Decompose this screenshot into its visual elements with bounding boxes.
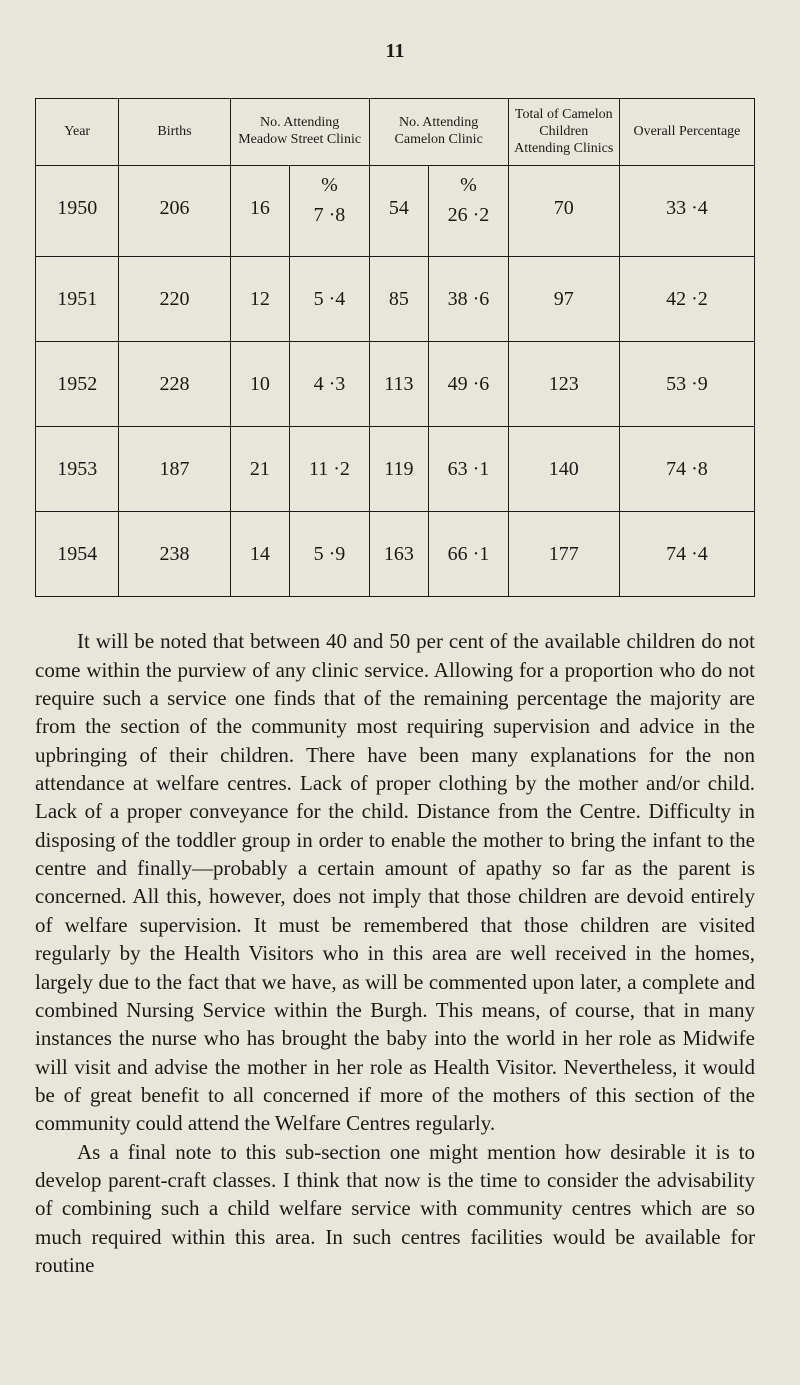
cell-meadow-n: 16 xyxy=(230,166,290,257)
cell-meadow-p: 11 ·2 xyxy=(290,427,369,512)
paragraph: As a final note to this sub-section one … xyxy=(35,1138,755,1280)
cell-camelon-p: 49 ·6 xyxy=(429,342,508,427)
cell-year: 1952 xyxy=(36,342,119,427)
cell-camelon-p: 38 ·6 xyxy=(429,257,508,342)
cell-meadow-p: 4 ·3 xyxy=(290,342,369,427)
cell-camelon-n: 85 xyxy=(369,257,429,342)
document-page: 11 Year Births No. Attending Meadow Stre… xyxy=(0,0,800,1385)
cell-meadow-n: 21 xyxy=(230,427,290,512)
col-header-total: Total of Camelon Children Attending Clin… xyxy=(508,99,619,166)
cell-total: 140 xyxy=(508,427,619,512)
table-row: 1953 187 21 11 ·2 119 63 ·1 140 74 ·8 xyxy=(36,427,755,512)
cell-meadow-n: 12 xyxy=(230,257,290,342)
cell-year: 1954 xyxy=(36,512,119,597)
cell-total: 70 xyxy=(508,166,619,257)
cell-camelon-n: 54 xyxy=(369,166,429,257)
table-row: 1952 228 10 4 ·3 113 49 ·6 123 53 ·9 xyxy=(36,342,755,427)
page-number: 11 xyxy=(35,40,755,63)
cell-camelon-n: 113 xyxy=(369,342,429,427)
cell-total: 97 xyxy=(508,257,619,342)
col-header-overall: Overall Percentage xyxy=(619,99,754,166)
cell-births: 220 xyxy=(119,257,230,342)
cell-meadow-p: 5 ·4 xyxy=(290,257,369,342)
cell-camelon-n: 163 xyxy=(369,512,429,597)
col-header-year: Year xyxy=(36,99,119,166)
clinic-attendance-table: Year Births No. Attending Meadow Street … xyxy=(35,98,755,597)
cell-births: 228 xyxy=(119,342,230,427)
cell-year: 1951 xyxy=(36,257,119,342)
cell-camelon-p: 63 ·1 xyxy=(429,427,508,512)
cell-total: 123 xyxy=(508,342,619,427)
col-header-camelon: No. Attending Camelon Clinic xyxy=(369,99,508,166)
cell-value: 26 ·2 xyxy=(448,204,490,227)
table-row: 1951 220 12 5 ·4 85 38 ·6 97 42 ·2 xyxy=(36,257,755,342)
cell-overall: 33 ·4 xyxy=(619,166,754,257)
percent-symbol: % xyxy=(290,174,368,197)
table-row: 1954 238 14 5 ·9 163 66 ·1 177 74 ·4 xyxy=(36,512,755,597)
cell-overall: 74 ·4 xyxy=(619,512,754,597)
cell-meadow-n: 10 xyxy=(230,342,290,427)
cell-year: 1953 xyxy=(36,427,119,512)
table-row: 1950 206 16 % 7 ·8 54 % 26 ·2 70 33 ·4 xyxy=(36,166,755,257)
cell-camelon-p: % 26 ·2 xyxy=(429,166,508,257)
cell-overall: 53 ·9 xyxy=(619,342,754,427)
body-text: It will be noted that between 40 and 50 … xyxy=(35,627,755,1279)
cell-value: 7 ·8 xyxy=(314,204,346,227)
cell-meadow-p: 5 ·9 xyxy=(290,512,369,597)
cell-camelon-n: 119 xyxy=(369,427,429,512)
cell-total: 177 xyxy=(508,512,619,597)
cell-meadow-n: 14 xyxy=(230,512,290,597)
table-body: 1950 206 16 % 7 ·8 54 % 26 ·2 70 33 ·4 1… xyxy=(36,166,755,597)
cell-meadow-p: % 7 ·8 xyxy=(290,166,369,257)
paragraph: It will be noted that between 40 and 50 … xyxy=(35,627,755,1137)
cell-births: 187 xyxy=(119,427,230,512)
percent-symbol: % xyxy=(429,174,507,197)
cell-year: 1950 xyxy=(36,166,119,257)
table-header: Year Births No. Attending Meadow Street … xyxy=(36,99,755,166)
cell-overall: 74 ·8 xyxy=(619,427,754,512)
col-header-births: Births xyxy=(119,99,230,166)
cell-births: 238 xyxy=(119,512,230,597)
cell-births: 206 xyxy=(119,166,230,257)
cell-overall: 42 ·2 xyxy=(619,257,754,342)
cell-camelon-p: 66 ·1 xyxy=(429,512,508,597)
col-header-meadow: No. Attending Meadow Street Clinic xyxy=(230,99,369,166)
